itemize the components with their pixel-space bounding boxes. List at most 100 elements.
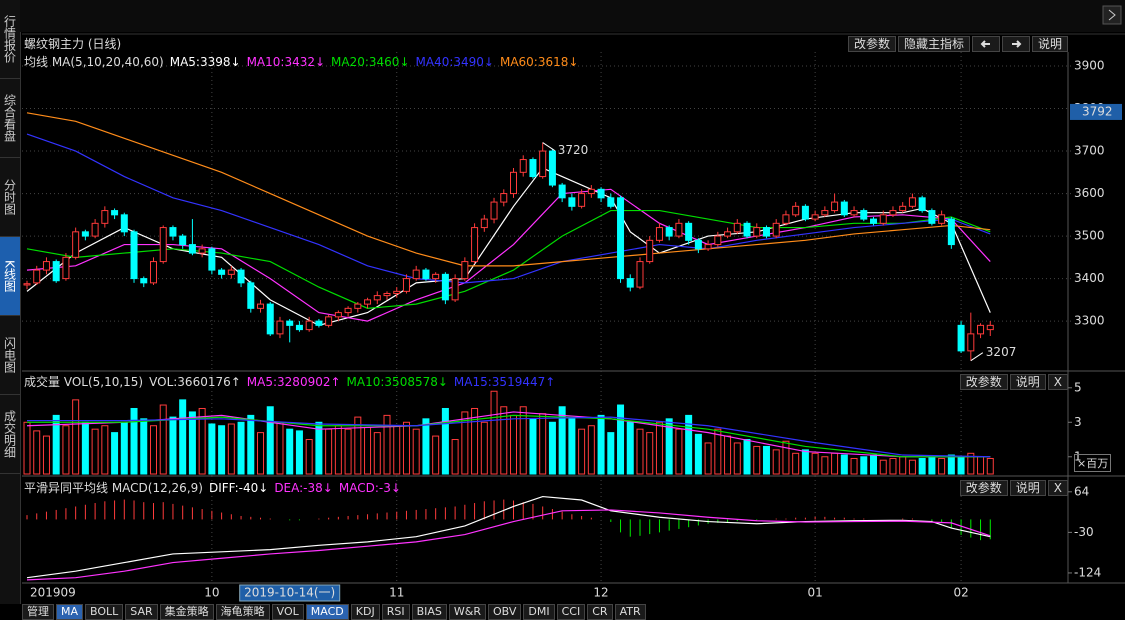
panel-button[interactable]: 改参数 — [959, 374, 1008, 390]
candle-body — [393, 290, 401, 294]
volume-bar — [441, 407, 449, 475]
candle-body — [967, 333, 975, 352]
volume-bar — [655, 421, 663, 475]
panel-button[interactable]: 说明 — [1009, 374, 1046, 390]
panel-button[interactable]: 改参数 — [847, 36, 896, 52]
candle-body — [646, 239, 654, 263]
indicator-tab[interactable]: MACD — [305, 604, 349, 620]
indicator-tab[interactable]: VOL — [271, 604, 304, 620]
candle-body — [889, 210, 897, 216]
volume-bar — [461, 411, 469, 475]
indicator-tab[interactable]: CR — [587, 604, 613, 620]
y-tick-label: 3600 — [1074, 186, 1105, 200]
volume-bar — [33, 430, 41, 475]
sidebar-tab[interactable]: 行情报价 — [0, 0, 20, 79]
arrow-button[interactable] — [1001, 36, 1030, 52]
indicator-tab[interactable]: 海龟策略 — [215, 604, 270, 620]
indicator-tab[interactable]: SAR — [125, 604, 158, 620]
volume-bar — [471, 407, 479, 475]
cursor-date: 2019-10-14(一) — [244, 586, 335, 600]
candle-body — [792, 205, 800, 216]
volume-bar — [646, 432, 654, 475]
sidebar-tab[interactable]: 闪电图 — [0, 316, 20, 395]
indicator-tab[interactable]: CCI — [556, 604, 586, 620]
indicator-tab[interactable]: MA — [56, 604, 84, 620]
x-tick-label: 01 — [807, 586, 822, 600]
indicator-tab[interactable]: BOLL — [85, 604, 124, 620]
candle-body — [461, 261, 469, 280]
panel-button[interactable]: 改参数 — [959, 480, 1008, 496]
candle-body — [548, 150, 556, 186]
panel-button[interactable]: 说明 — [1009, 480, 1046, 496]
candle-body — [111, 210, 119, 216]
collapse-button[interactable] — [1102, 5, 1122, 25]
candle-body — [334, 312, 342, 318]
volume-bar — [840, 454, 848, 475]
indicator-tab[interactable]: ATR — [614, 604, 646, 620]
candle-body — [714, 235, 722, 246]
y-tick-label: -30 — [1074, 525, 1094, 539]
legend-entry: MA40:3490↓ — [415, 54, 494, 69]
volume-bar — [325, 428, 333, 475]
volume-bar — [237, 421, 245, 475]
volume-bar — [412, 428, 420, 475]
legend-entry: MA60:3618↓ — [499, 54, 579, 69]
indicator-tab[interactable]: 管理 — [22, 604, 54, 620]
volume-bar — [276, 421, 284, 475]
indicator-tab[interactable]: KDJ — [350, 604, 380, 620]
panel-button[interactable]: 说明 — [1031, 36, 1068, 52]
sidebar-tab[interactable]: 成交明细 — [0, 395, 20, 474]
candle-body — [617, 197, 625, 280]
candle-body — [325, 316, 333, 326]
panel-button[interactable]: 隐藏主指标 — [897, 36, 970, 52]
sidebar-tab[interactable]: K线图 — [0, 237, 20, 316]
candle-body — [675, 222, 683, 237]
candle-body — [578, 193, 586, 207]
legend-entry: MA5:3280902↑ — [246, 374, 341, 389]
candle-body — [315, 320, 323, 326]
indicator-tab[interactable]: RSI — [381, 604, 410, 620]
candle-body — [938, 214, 946, 224]
indicator-tab[interactable]: 集金策略 — [159, 604, 214, 620]
candle-body — [247, 282, 255, 309]
indicator-tab[interactable]: BIAS — [411, 604, 447, 620]
candle-body — [441, 273, 449, 301]
volume-bar — [801, 449, 809, 475]
volume-bar — [685, 414, 693, 475]
candle-body — [986, 324, 994, 331]
ma-line — [26, 112, 991, 267]
indicator-tabs: 管理 MA BOLL SAR 集金策略 海龟策略 VOL MACD KDJ RSI BIAS W&R O… — [22, 604, 646, 620]
macd-line — [26, 495, 991, 579]
volume-bar — [879, 459, 887, 475]
arrow-button[interactable] — [971, 36, 1000, 52]
arrow-icon — [980, 40, 990, 48]
legend-entry: DEA:-38↓ — [274, 480, 333, 495]
volume-bar — [753, 445, 761, 475]
candle-body — [840, 201, 848, 216]
volume-bar — [665, 418, 673, 475]
panel-button[interactable]: X — [1047, 374, 1068, 390]
sidebar-tab[interactable]: 综合看盘 — [0, 79, 20, 158]
volume-bar — [101, 425, 109, 475]
volume-bar — [578, 428, 586, 475]
volume-bar — [23, 421, 31, 475]
volume-bar — [694, 433, 702, 475]
candle-body — [305, 320, 313, 331]
volume-bar — [831, 452, 839, 475]
volume-bar — [918, 457, 926, 475]
indicator-tab[interactable]: OBV — [488, 604, 522, 620]
indicator-tab[interactable]: DMI — [523, 604, 555, 620]
volume-bar — [169, 416, 177, 475]
sidebar-tab[interactable]: 分时图 — [0, 158, 20, 237]
candle-body — [879, 214, 887, 224]
volume-bar — [354, 416, 362, 475]
volume-value: VOL:3660176↑ — [149, 374, 241, 389]
x-tick-label: 10 — [204, 586, 219, 600]
legend-entry: MA10:3508578↓ — [346, 374, 448, 389]
annotation-pointer — [542, 142, 555, 151]
candle-body — [568, 197, 576, 207]
indicator-tab[interactable]: W&R — [448, 604, 486, 620]
volume-bar — [626, 421, 634, 475]
panel-button[interactable]: X — [1047, 480, 1068, 496]
